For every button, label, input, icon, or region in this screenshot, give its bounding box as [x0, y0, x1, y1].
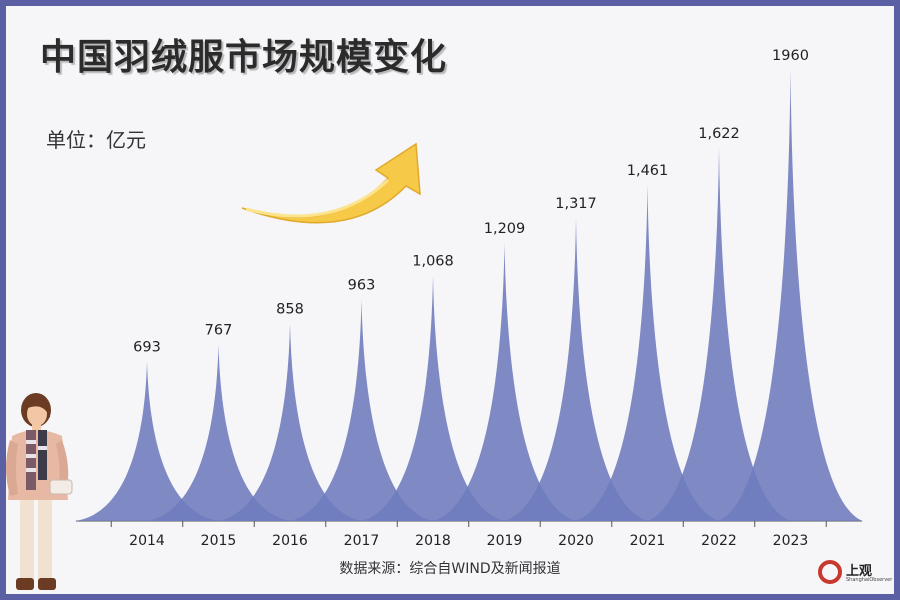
x-tick-label-2022: 2022 [701, 533, 737, 549]
chart-title: 中国羽绒服市场规模变化 [40, 37, 448, 78]
peak-2023 [718, 70, 863, 521]
value-label-2018: 1,068 [412, 253, 454, 269]
peak-2015 [146, 344, 291, 521]
logo-mark-icon [818, 560, 842, 584]
value-label-2023: 1960 [772, 48, 809, 64]
value-label-2020: 1,317 [555, 196, 597, 212]
value-label-2017: 963 [348, 278, 376, 294]
x-tick-label-2017: 2017 [344, 533, 380, 549]
value-label-2015: 767 [205, 323, 233, 339]
x-tick-label-2023: 2023 [773, 533, 809, 549]
peak-2020 [504, 218, 648, 521]
x-tick-label-2021: 2021 [630, 533, 666, 549]
peak-2022 [647, 147, 791, 521]
peak-2014 [75, 361, 219, 521]
trend-arrow-icon [241, 142, 421, 224]
peak-2021 [575, 184, 720, 521]
x-tick-label-2015: 2015 [201, 533, 237, 549]
x-tick-label-2019: 2019 [487, 533, 523, 549]
x-tick-label-2016: 2016 [272, 533, 308, 549]
logo-name: 上观 [846, 564, 873, 579]
peak-2018 [361, 275, 505, 521]
x-tick-label-2020: 2020 [558, 533, 594, 549]
person-illustration-icon [6, 393, 73, 590]
source-note: 数据来源：综合自WIND及新闻报道 [339, 561, 561, 577]
value-label-2019: 1,209 [484, 221, 526, 237]
value-label-2014: 693 [133, 340, 161, 356]
x-tick-label-2014: 2014 [129, 533, 165, 549]
value-label-2022: 1,622 [698, 126, 740, 142]
x-tick-label-2018: 2018 [415, 533, 451, 549]
unit-label: 单位：亿元 [46, 128, 146, 152]
peak-2019 [432, 242, 577, 521]
value-label-2016: 858 [276, 302, 304, 318]
peak-2017 [289, 299, 434, 521]
value-label-2021: 1,461 [627, 163, 669, 179]
logo-subtitle: ShanghaiObserver [846, 577, 893, 583]
peak-2016 [218, 323, 362, 521]
